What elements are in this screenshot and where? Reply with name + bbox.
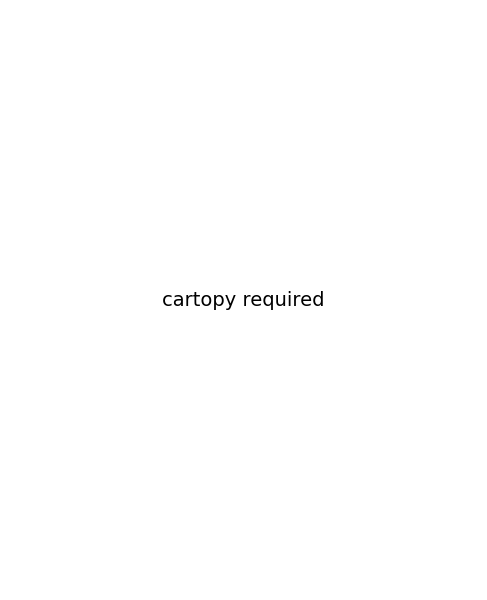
Text: cartopy required: cartopy required xyxy=(162,290,325,310)
